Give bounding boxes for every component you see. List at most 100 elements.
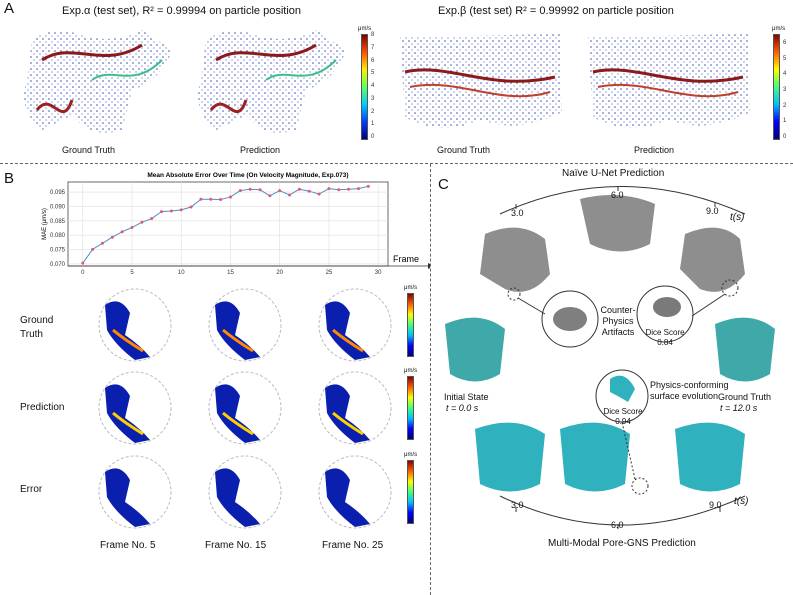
domain-outline — [98, 371, 172, 445]
vertical-divider — [430, 164, 431, 595]
dice-score-naive: 0.84 — [657, 338, 673, 347]
domain-outline — [208, 288, 282, 362]
beta-gt-label: Ground Truth — [437, 145, 491, 155]
cbar1-tick: 8 — [371, 32, 375, 38]
cbar2-tick: 2 — [783, 102, 787, 109]
domain-outline — [208, 371, 282, 445]
row-label-ground-truth: Ground Truth — [20, 315, 54, 340]
y-tick-label: 0.080 — [50, 233, 66, 239]
high-velocity-path — [222, 328, 254, 353]
frame-thumbnail — [208, 371, 282, 445]
x-tick-label: 15 — [227, 270, 234, 276]
domain-outline — [318, 371, 392, 445]
beta-ground-truth-image — [400, 34, 562, 128]
x-axis-label: Frame — [393, 254, 419, 264]
pore-region — [105, 468, 150, 527]
mae-data-point — [258, 188, 262, 192]
mae-data-point — [268, 194, 272, 198]
domain-outline — [208, 455, 282, 529]
mae-data-point — [100, 241, 104, 245]
ground-truth-time-label: t = 12.0 s — [720, 403, 758, 413]
pred-colorbar — [407, 376, 414, 440]
time-axis-label-bottom: t(s) — [734, 496, 749, 507]
gt-colorbar — [407, 293, 414, 357]
cbar-b-unit-3: μm/s — [404, 452, 418, 458]
cbar2-tick: 4 — [783, 71, 787, 78]
mae-data-point — [199, 197, 203, 201]
cbar2-ticks: 6 5 4 3 2 1 0 — [783, 40, 786, 140]
mae-data-point — [317, 192, 321, 196]
time-tick-top-6: 6.0 — [611, 190, 624, 200]
pore-region — [325, 468, 370, 527]
mae-data-point — [219, 198, 223, 202]
cbar1-tick: 7 — [371, 44, 375, 51]
frame-thumbnail — [98, 371, 172, 445]
beta-colorbar — [773, 34, 780, 140]
cbar1-ticks: 8 7 6 5 4 3 2 1 0 — [371, 32, 374, 140]
pore-region — [325, 301, 370, 360]
dice-score-gns: 0.94 — [615, 417, 631, 426]
y-tick-label: 0.070 — [50, 262, 66, 268]
pore-region — [215, 384, 260, 443]
high-velocity-path — [112, 411, 144, 436]
pore-region — [105, 384, 150, 443]
cbar2-tick: 0 — [783, 133, 787, 140]
counter-physics-label: Counter-Physics Artifacts — [600, 305, 636, 337]
exp-alpha-title: Exp.α (test set), R² = 0.99994 on partic… — [62, 5, 302, 17]
mae-data-point — [209, 197, 213, 201]
initial-state-label: Initial State — [444, 392, 489, 402]
cbar1-tick: 3 — [371, 95, 375, 102]
mae-data-point — [189, 205, 193, 209]
high-velocity-path — [112, 328, 144, 353]
high-velocity-path — [332, 328, 364, 353]
mae-data-point — [228, 195, 232, 199]
time-tick-bottom-6: 6.0 — [611, 520, 624, 530]
y-tick-label: 0.085 — [50, 219, 66, 225]
pore-region — [215, 301, 260, 360]
mae-data-point — [110, 235, 114, 239]
frame-label-25: Frame No. 25 — [322, 540, 384, 551]
row-label-prediction: Prediction — [20, 402, 65, 413]
panel-a-letter: A — [4, 0, 15, 17]
time-axis-label-top: t(s) — [730, 212, 745, 223]
row-label-error: Error — [20, 484, 43, 495]
exp-beta-title: Exp.β (test set) R² = 0.99992 on particl… — [438, 5, 674, 17]
mae-data-point — [140, 220, 144, 224]
mae-data-point — [366, 184, 370, 188]
alpha-prediction-image — [198, 30, 346, 133]
mae-data-point — [238, 189, 242, 193]
cbar2-tick: 1 — [783, 118, 787, 125]
x-tick-label: 30 — [375, 270, 382, 276]
cbar-b-unit-1: μm/s — [404, 285, 418, 291]
cbar2-tick: 5 — [783, 55, 787, 62]
dice-label-naive: Dice Score — [645, 328, 685, 337]
cbar2-tick: 6 — [783, 40, 787, 46]
frame-thumbnail — [98, 288, 172, 362]
panel-c-letter: C — [438, 176, 449, 193]
mae-chart: 0.070 0.075 0.080 0.085 0.090 0.095 0 5 10 15 20 25… — [42, 172, 430, 276]
time-tick-top-3: 3.0 — [511, 208, 524, 218]
x-tick-label: 25 — [326, 270, 333, 276]
mae-data-point — [327, 187, 331, 191]
cbar1-unit: μm/s — [358, 26, 372, 32]
mae-data-point — [130, 225, 134, 229]
chart-frame — [67, 181, 389, 267]
cbar1-tick: 2 — [371, 108, 375, 115]
beta-pred-label: Prediction — [634, 145, 675, 155]
mae-data-point — [337, 188, 341, 192]
cbar2-tick: 3 — [783, 86, 787, 93]
dice-label-gns: Dice Score — [603, 407, 643, 416]
mae-data-point — [297, 187, 301, 191]
cbar2-unit: μm/s — [772, 26, 786, 32]
mae-data-point — [347, 187, 351, 191]
frame-thumbnail — [318, 371, 392, 445]
mae-data-point — [120, 230, 124, 234]
cbar1-tick: 1 — [371, 121, 375, 128]
cbar1-tick: 0 — [371, 134, 375, 140]
alpha-pred-label: Prediction — [240, 145, 281, 155]
domain-outline — [98, 288, 172, 362]
horizontal-divider — [0, 163, 793, 164]
mae-data-point — [356, 187, 360, 191]
multi-title: Multi-Modal Pore-GNS Prediction — [548, 538, 696, 549]
mae-data-point — [278, 189, 282, 193]
